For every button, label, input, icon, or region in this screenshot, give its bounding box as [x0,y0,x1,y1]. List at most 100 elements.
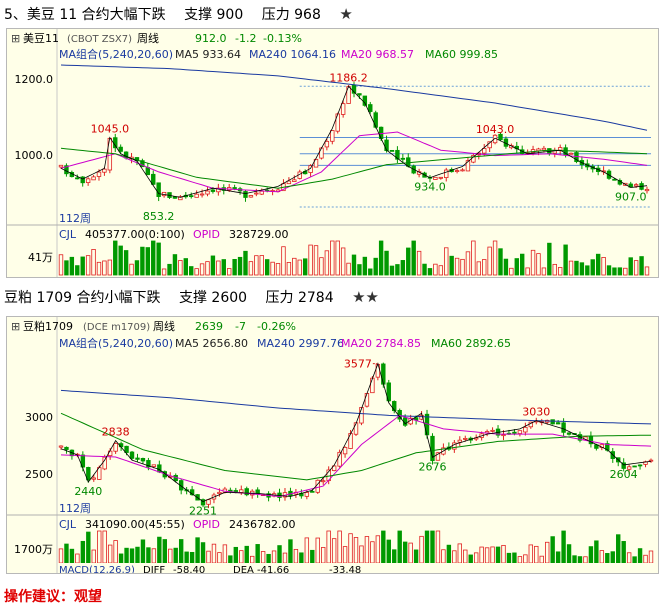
volume-bar [337,530,342,564]
volume-bar [452,550,457,564]
volume-bar [96,261,102,276]
chart1-grid [7,29,658,277]
candle [91,175,96,181]
volume-bar [487,246,492,276]
volume-bar [313,245,319,276]
volume-bar [368,268,373,276]
volume-bar [643,554,648,564]
candle [457,436,462,446]
candle [547,148,552,156]
volume-bar [534,545,539,564]
candle [438,176,444,180]
chart2-ma5: MA5 2656.80 [175,337,248,350]
volume-bar [552,263,557,276]
volume-bar [378,240,384,276]
candle [375,362,381,381]
candle [601,166,606,175]
volume-bar [184,551,189,564]
chart1-ytick-1: 1000.0 [15,149,54,162]
chart2-symbol: 豆粕1709 [23,319,73,333]
chart2-vol-value: 341090.00(45:55) [85,518,185,531]
volume-bar [102,260,107,276]
candle [574,151,579,164]
candle [255,487,260,498]
candle [495,425,501,438]
volume-bar [545,541,550,564]
candle [118,441,124,451]
volume-bar [151,548,157,564]
volume-bar [395,264,400,276]
volume-bar [561,530,566,564]
chart2-annotations: 3577 2838 2440 2251 3030 2676 2604 [74,358,637,518]
volume-bar [259,255,264,276]
price-annotation: 1043.0 [476,123,515,136]
volume-bar [457,543,462,564]
volume-bar [58,548,64,564]
chart1-exchange: (CBOT ZSX7) [67,34,132,45]
volume-bar [460,258,465,276]
volume-bar [384,250,389,276]
candle [321,477,326,485]
volume-bar [239,550,244,564]
volume-bar [351,254,357,276]
volume-bar [422,263,427,276]
price-annotation: 907.0 [615,190,647,203]
volume-bar [123,250,129,276]
volume-bar [530,249,536,276]
price-annotation: 934.0 [414,181,446,194]
volume-bar [364,536,370,564]
volume-bar [492,240,498,276]
chart2-exchange: (DCE m1709) [83,322,150,333]
volume-bar [621,541,626,564]
volume-bar [386,539,391,564]
volume-bar [579,262,585,276]
volume-bar [189,266,194,276]
candle [552,147,557,158]
chart1-volume-bars [58,240,650,276]
volume-bar [479,546,484,564]
volume-bar [266,553,271,564]
volume-bar [157,536,162,564]
chart2-ytick-0: 3000 [25,411,53,424]
volume-bar [69,548,75,564]
candle [85,177,91,186]
volume-bar [523,554,528,564]
volume-bar [167,263,172,276]
volume-bar [637,548,643,564]
chart1-ma-name: MA组合(5,240,20,60) [59,47,173,61]
volume-bar [173,547,178,564]
volume-bar [566,544,572,564]
volume-bar [270,261,275,276]
volume-bar [129,548,135,564]
candle [444,167,449,182]
volume-bar [514,258,519,276]
volume-bar [617,267,623,276]
volume-bar [161,268,167,276]
volume-bar [64,260,69,276]
volume-bar [484,547,490,564]
volume-bar [216,260,221,276]
volume-bar [113,540,118,564]
volume-bar [162,539,167,564]
volume-bar [449,255,454,276]
volume-bar [599,550,605,564]
candle [313,158,319,168]
chart1-vol-unit: 41万 [28,251,53,264]
candle [91,474,96,482]
volume-bar [495,546,501,564]
candle [555,420,561,425]
volume-bar [200,542,206,564]
volume-bar [308,244,313,276]
volume-bar [319,257,324,276]
volume-bar [400,260,406,276]
chart2-ytick-1: 2500 [25,468,53,481]
volume-bar [151,240,156,276]
chart2-title-icon: ⊞ [11,320,20,333]
volume-bar [315,537,320,564]
chart1-vol-label: CJL [59,228,77,241]
volume-bar [644,266,650,276]
volume-bar [340,247,346,276]
price-annotation: 2676 [418,460,446,473]
volume-bar [465,251,471,276]
candle [340,100,346,118]
